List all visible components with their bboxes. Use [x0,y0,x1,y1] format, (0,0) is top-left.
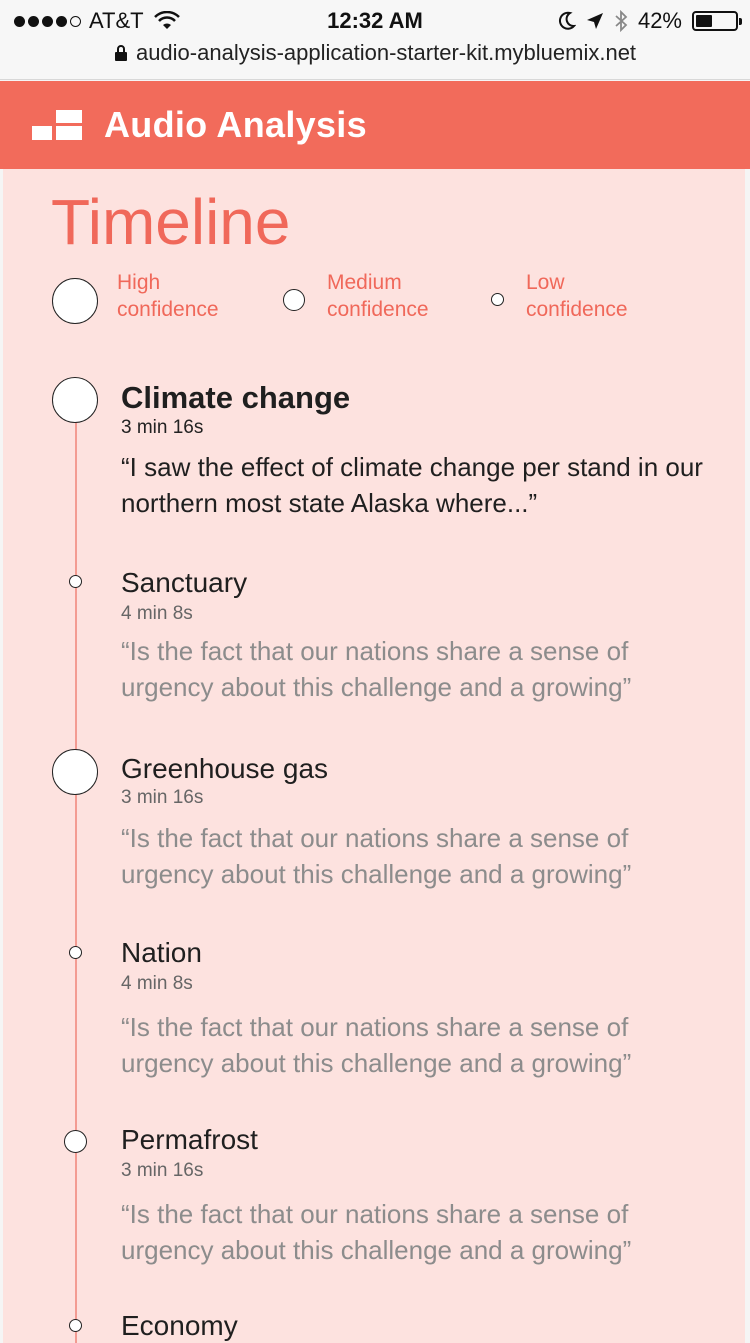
url-text: audio-analysis-application-starter-kit.m… [135,40,637,65]
entry-time: 4 min 8s [121,603,193,624]
carrier-label: AT&T [89,8,144,33]
entry-topic: Greenhouse gas [121,753,329,784]
legend-low: Low confidence [526,271,628,321]
page-title: Timeline [51,186,291,258]
battery-icon [692,11,742,31]
app-header: Audio Analysis [0,81,750,169]
status-right: 42% [558,8,742,34]
app-logo-icon [32,110,82,140]
app-title: Audio Analysis [104,104,367,145]
entry-time: 3 min 16s [121,787,204,808]
entry-time: 3 min 16s [121,1160,204,1181]
high-confidence-marker-icon [52,749,98,795]
bluetooth-icon [615,10,628,32]
entry-quote: “Is the fact that our nations share a se… [121,636,632,702]
entry-topic: Economy [121,1310,238,1341]
signal-strength-icon [14,15,81,27]
entry-topic: Nation [121,937,202,968]
lock-icon [114,45,127,61]
low-confidence-marker-icon [69,1319,82,1332]
status-left: AT&T [14,8,180,34]
entry-time: 3 min 16s [121,417,204,438]
high-confidence-marker-icon [52,377,98,423]
entry-quote: “Is the fact that our nations share a se… [121,1012,632,1078]
confidence-legend: High confidence Medium confidence Low co… [3,269,745,339]
location-arrow-icon [586,13,603,29]
status-time: 12:32 AM [327,8,423,33]
entry-quote: “I saw the effect of climate change per … [121,452,703,518]
battery-percent: 42% [637,8,682,33]
legend-high: High confidence [117,271,219,321]
timeline-line [75,397,77,1343]
entry-quote: “Is the fact that our nations share a se… [121,823,632,889]
low-confidence-marker-icon [69,575,82,588]
entry-time: 4 min 8s [121,973,193,994]
medium-confidence-circle-icon [283,289,305,311]
low-confidence-circle-icon [491,293,504,306]
status-bar: AT&T 12:32 AM 42% audio-analysis-applica… [0,0,750,80]
legend-medium: Medium confidence [327,271,429,321]
entry-topic: Permafrost [121,1124,258,1155]
medium-confidence-marker-icon [64,1130,87,1153]
low-confidence-marker-icon [69,946,82,959]
main-content: Timeline High confidence Medium confiden… [3,169,745,1343]
entry-topic: Climate change [121,380,351,415]
moon-icon [558,11,576,30]
entry-topic: Sanctuary [121,567,248,598]
high-confidence-circle-icon [52,278,98,324]
url-bar[interactable]: audio-analysis-application-starter-kit.m… [0,40,750,66]
wifi-icon [153,11,180,29]
entry-quote: “Is the fact that our nations share a se… [121,1199,632,1265]
